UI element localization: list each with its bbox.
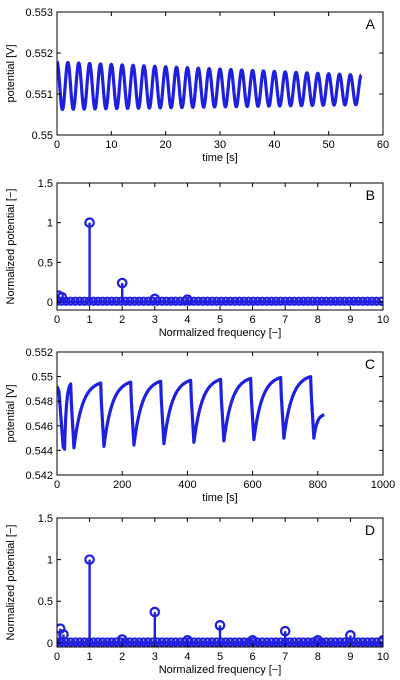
y-tick-label: 0.5 bbox=[38, 257, 53, 269]
x-axis-label: Normalized frequency [−] bbox=[159, 664, 282, 676]
x-tick-label: 4 bbox=[184, 314, 190, 326]
panel-letter: C bbox=[365, 356, 375, 372]
x-tick-label: 1000 bbox=[371, 479, 395, 491]
x-tick-label: 6 bbox=[250, 314, 256, 326]
x-tick-label: 200 bbox=[113, 479, 131, 491]
x-tick-label: 60 bbox=[377, 139, 389, 151]
panel-d: 0 1 2 3 4 5 6 7 8 9 10 0 0.5 1 1.5 Normalized frequency… bbox=[5, 513, 389, 676]
y-tick-label: 0.544 bbox=[25, 445, 53, 457]
x-tick-label: 9 bbox=[347, 314, 353, 326]
x-tick-label: 7 bbox=[282, 651, 288, 663]
x-axis-label: time [s] bbox=[202, 152, 237, 164]
plot-area bbox=[57, 217, 383, 306]
x-tick-label: 6 bbox=[250, 651, 256, 663]
x-tick-label: 0 bbox=[54, 139, 60, 151]
x-tick-label: 40 bbox=[268, 139, 280, 151]
x-tick-label: 10 bbox=[377, 651, 389, 663]
y-tick-label: 0.548 bbox=[25, 396, 53, 408]
panel-letter: B bbox=[366, 187, 375, 203]
panel-c: 0 200 400 600 800 1000 0.542 0.544 0.546 0.548 0.5… bbox=[5, 347, 395, 504]
stem-marker-2 bbox=[84, 554, 95, 565]
x-tick-label: 0 bbox=[54, 479, 60, 491]
x-tick-label: 0 bbox=[54, 651, 60, 663]
y-tick-label: 0.551 bbox=[25, 89, 53, 101]
x-tick-label: 1 bbox=[87, 314, 93, 326]
x-tick-label: 7 bbox=[282, 314, 288, 326]
y-tick-label: 0.55 bbox=[32, 130, 53, 142]
y-axis-label: potential [V] bbox=[5, 44, 17, 102]
x-tick-label: 400 bbox=[178, 479, 196, 491]
signal-line bbox=[57, 375, 326, 451]
x-tick-label: 20 bbox=[160, 139, 172, 151]
y-tick-label: 1 bbox=[47, 218, 53, 230]
x-tick-label: 600 bbox=[243, 479, 261, 491]
stem-marker-5 bbox=[182, 294, 193, 305]
stem-marker-6 bbox=[214, 620, 226, 631]
panel-letter: A bbox=[366, 16, 376, 32]
stem-marker-8 bbox=[279, 625, 291, 637]
x-tick-label: 10 bbox=[377, 314, 389, 326]
x-axis-label: Normalized frequency [−] bbox=[159, 327, 282, 339]
stem-marker-3 bbox=[116, 277, 128, 289]
y-axis-label: Normalized potential [−] bbox=[5, 189, 17, 305]
x-tick-label: 30 bbox=[214, 139, 226, 151]
y-tick-label: 1 bbox=[47, 555, 53, 567]
stem-marker-2 bbox=[84, 217, 95, 228]
stem-marker-4 bbox=[149, 293, 161, 305]
plot-area bbox=[57, 375, 326, 451]
x-tick-label: 800 bbox=[309, 479, 327, 491]
x-tick-label: 0 bbox=[54, 314, 60, 326]
x-tick-label: 10 bbox=[105, 139, 117, 151]
x-tick-label: 50 bbox=[323, 139, 335, 151]
x-tick-label: 2 bbox=[119, 314, 125, 326]
axes-frame bbox=[56, 351, 384, 476]
y-tick-label: 0.542 bbox=[25, 470, 53, 482]
y-axis-label: potential [V] bbox=[5, 384, 17, 442]
panel-a: 0 10 20 30 40 50 60 0.55 0.551 0.552 0.553 time [s]… bbox=[5, 7, 389, 164]
x-tick-label: 2 bbox=[119, 651, 125, 663]
x-axis-label: time [s] bbox=[202, 492, 237, 504]
axes-frame bbox=[56, 182, 384, 311]
plot-area bbox=[57, 554, 383, 647]
x-tick-label: 4 bbox=[184, 651, 190, 663]
panel-b: 0 1 2 3 4 5 6 7 8 9 10 0 0.5 1 1.5 Normalized frequency… bbox=[5, 178, 389, 339]
x-tick-label: 5 bbox=[217, 314, 223, 326]
x-tick-label: 5 bbox=[217, 651, 223, 663]
panel-letter: D bbox=[365, 522, 375, 538]
y-tick-label: 0 bbox=[47, 638, 53, 650]
plot-area bbox=[57, 60, 363, 112]
y-tick-label: 0.5 bbox=[38, 596, 53, 608]
y-tick-label: 0.552 bbox=[25, 347, 53, 359]
x-tick-label: 8 bbox=[315, 314, 321, 326]
x-tick-label: 9 bbox=[347, 651, 353, 663]
x-tick-label: 3 bbox=[152, 314, 158, 326]
y-tick-label: 0.553 bbox=[25, 7, 53, 19]
signal-line bbox=[57, 60, 363, 112]
y-tick-label: 0.552 bbox=[25, 48, 53, 60]
stem-marker-1 bbox=[57, 292, 68, 303]
y-tick-label: 1.5 bbox=[38, 513, 53, 525]
stem-marker-1 bbox=[58, 629, 69, 640]
y-tick-label: 0.55 bbox=[32, 372, 53, 384]
x-tick-label: 1 bbox=[87, 651, 93, 663]
x-tick-label: 8 bbox=[315, 651, 321, 663]
stem-marker-10 bbox=[345, 630, 356, 641]
x-tick-label: 3 bbox=[152, 651, 158, 663]
stem-marker-4 bbox=[149, 606, 161, 618]
y-axis-label: Normalized potential [−] bbox=[5, 525, 17, 641]
y-tick-label: 0 bbox=[47, 297, 53, 309]
y-tick-label: 0.546 bbox=[25, 421, 53, 433]
y-tick-label: 1.5 bbox=[38, 178, 53, 190]
